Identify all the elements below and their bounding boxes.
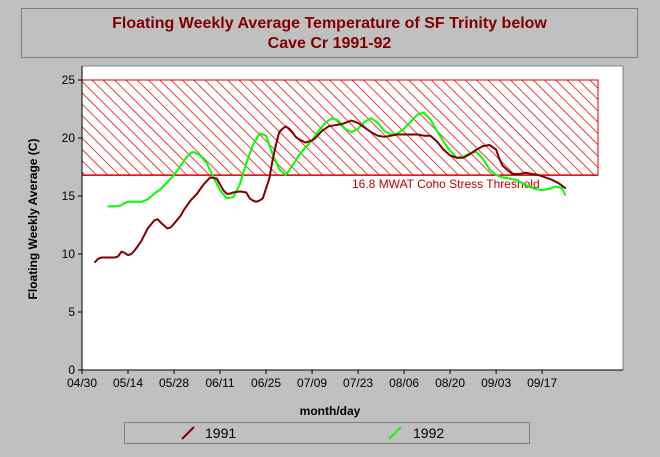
x-tick-label: 09/03 [481,376,511,390]
y-tick-label: 5 [68,305,75,319]
x-tick-label: 05/14 [113,376,143,390]
x-tick-label: 08/06 [389,376,419,390]
x-axis-title: month/day [299,404,361,418]
chart-title-line-2: Cave Cr 1991-92 [267,35,392,52]
y-tick-label: 10 [62,247,76,261]
y-axis-title: Floating Weekly Average (C) [26,138,40,300]
legend-swatch-1991 [181,426,195,440]
x-tick-label: 07/09 [297,376,327,390]
legend-label-1992: 1992 [413,425,445,441]
chart-plot: 16.8 MWAT Coho Stress Threshold 0 5 10 15 20… [62,65,624,390]
x-tick-label: 06/11 [205,376,234,390]
x-tick-label: 05/28 [159,376,189,390]
y-tick-label: 15 [62,189,76,203]
series-line-1991 [94,119,567,264]
x-tick-label: 09/17 [527,376,557,390]
threshold-band [81,79,599,176]
legend: 1991 1992 [124,422,530,444]
y-tick-label: 0 [68,363,75,377]
series-line-1992 [107,111,567,208]
threshold-label: 16.8 MWAT Coho Stress Threshold [352,177,540,191]
y-tick-label: 20 [62,131,76,145]
legend-label-1991: 1991 [205,425,237,441]
chart-title: Floating Weekly Average Temperature of S… [21,8,638,58]
legend-swatch-1992 [388,426,402,440]
x-tick-label: 08/20 [435,376,465,390]
chart-title-line-1: Floating Weekly Average Temperature of S… [112,15,547,32]
y-tick-label: 25 [62,73,76,87]
x-tick-label: 06/25 [251,376,281,390]
x-tick-label: 04/30 [67,376,97,390]
x-tick-label: 07/23 [343,376,373,390]
